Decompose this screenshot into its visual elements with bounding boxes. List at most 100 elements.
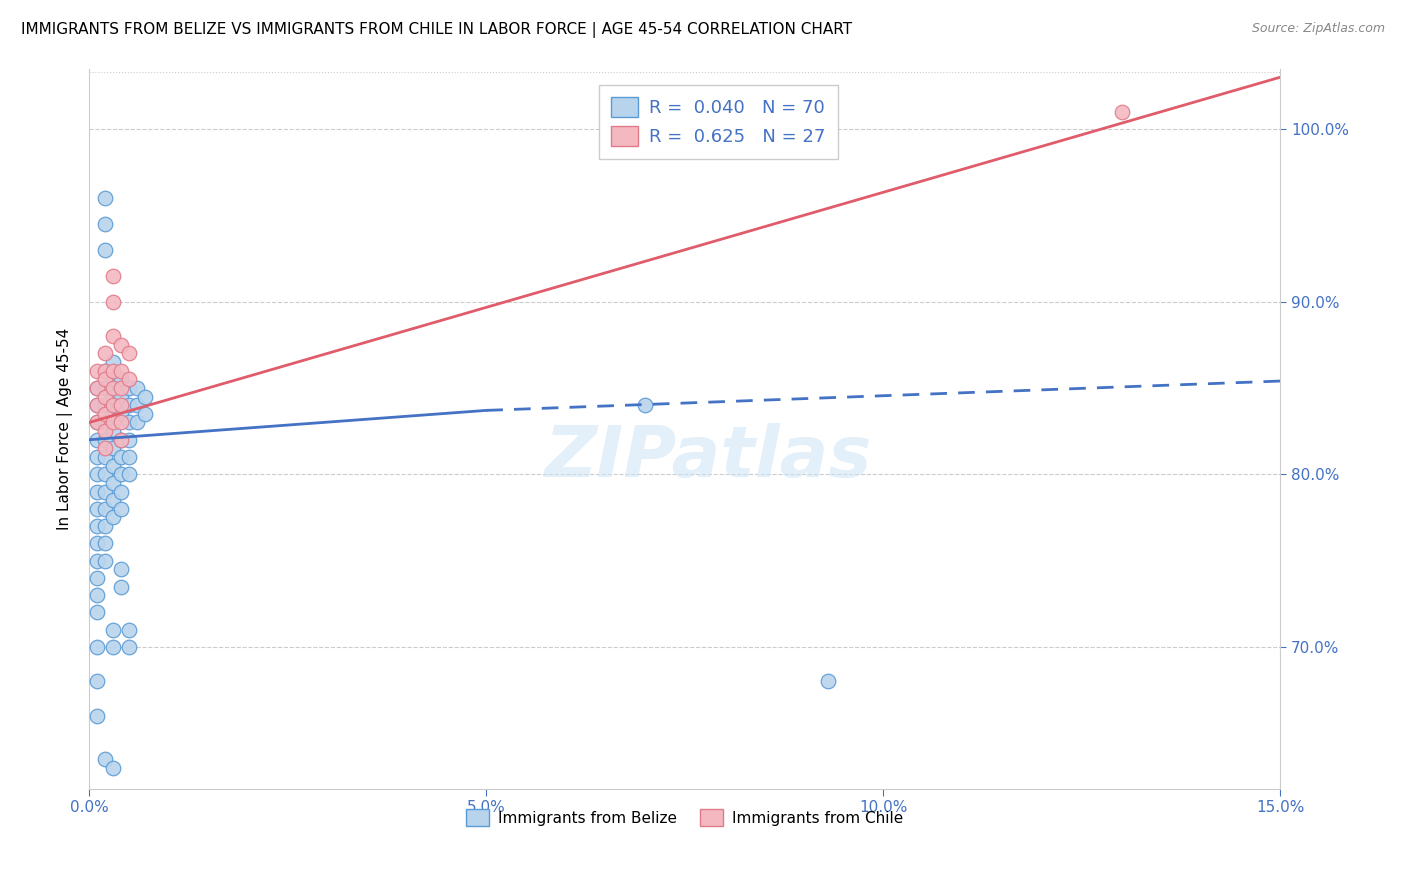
Point [86,398,108,412]
Point [118,398,141,412]
Point [118,450,141,464]
Point [101,355,124,369]
Legend: Immigrants from Belize, Immigrants from Chile: Immigrants from Belize, Immigrants from … [457,800,912,835]
Point [94,217,117,231]
Point [86,364,108,378]
Text: ZIPatlas: ZIPatlas [546,423,872,491]
Point [110,398,132,412]
Point [86,416,108,430]
Point [94,398,117,412]
Point [86,416,108,430]
Point [118,433,141,447]
Point [110,450,132,464]
Point [94,467,117,482]
Point [101,761,124,775]
Point [118,640,141,654]
Point [101,390,124,404]
Y-axis label: In Labor Force | Age 45-54: In Labor Force | Age 45-54 [58,327,73,530]
Point [101,398,124,412]
Point [1111,104,1133,119]
Point [125,416,148,430]
Point [94,390,117,404]
Point [134,390,156,404]
Point [86,398,108,412]
Point [118,372,141,386]
Point [110,562,132,576]
Text: Source: ZipAtlas.com: Source: ZipAtlas.com [1251,22,1385,36]
Point [94,501,117,516]
Point [110,416,132,430]
Point [94,519,117,533]
Point [110,338,132,352]
Point [110,580,132,594]
Point [101,510,124,524]
Point [94,536,117,550]
Point [94,346,117,360]
Point [86,571,108,585]
Point [94,442,117,456]
Point [110,372,132,386]
Point [94,191,117,205]
Point [110,501,132,516]
Point [86,588,108,602]
Point [101,442,124,456]
Point [94,243,117,257]
Point [110,381,132,395]
Point [101,623,124,637]
Point [86,484,108,499]
Text: IMMIGRANTS FROM BELIZE VS IMMIGRANTS FROM CHILE IN LABOR FORCE | AGE 45-54 CORRE: IMMIGRANTS FROM BELIZE VS IMMIGRANTS FRO… [21,22,852,38]
Point [101,416,124,430]
Point [94,381,117,395]
Point [94,752,117,766]
Point [86,501,108,516]
Point [94,407,117,421]
Point [86,381,108,395]
Point [118,416,141,430]
Point [101,294,124,309]
Point [94,553,117,567]
Point [86,519,108,533]
Point [94,364,117,378]
Point [101,381,124,395]
Point [86,467,108,482]
Point [86,450,108,464]
Point [94,433,117,447]
Point [118,623,141,637]
Point [86,553,108,567]
Point [101,458,124,473]
Point [94,364,117,378]
Point [110,467,132,482]
Point [118,467,141,482]
Point [125,381,148,395]
Point [94,484,117,499]
Point [110,484,132,499]
Point [110,433,132,447]
Point [101,364,124,378]
Point [101,329,124,343]
Point [101,640,124,654]
Point [134,407,156,421]
Point [101,407,124,421]
Point [110,433,132,447]
Point [118,381,141,395]
Point [634,398,657,412]
Point [86,674,108,689]
Point [110,364,132,378]
Point [101,424,124,438]
Point [101,475,124,490]
Point [817,674,839,689]
Point [125,398,148,412]
Point [793,113,815,128]
Point [101,372,124,386]
Point [94,450,117,464]
Point [86,536,108,550]
Point [86,640,108,654]
Point [110,407,132,421]
Point [94,424,117,438]
Point [101,493,124,508]
Point [101,268,124,283]
Point [86,433,108,447]
Point [94,416,117,430]
Point [110,390,132,404]
Point [86,381,108,395]
